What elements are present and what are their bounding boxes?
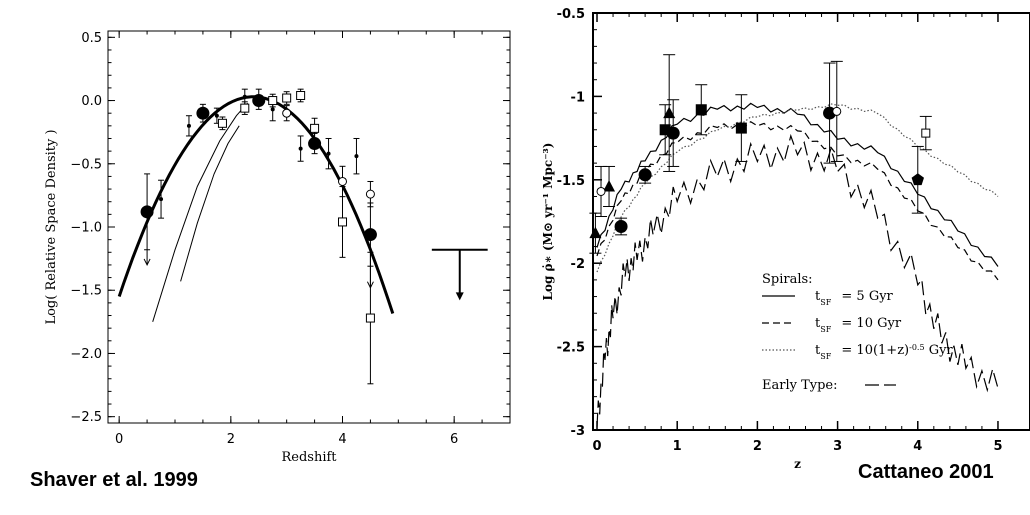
right-plot: -0.5 -1 -1.5 -2 -2.5 -3 0 1 2 3 4 5 z Log ρ̇∗ (M⊙ yr⁻… (541, 7, 1030, 471)
right-x-tick-label: 1 (673, 439, 682, 454)
left-y-tick-label: −1.5 (70, 284, 102, 299)
right-y-tick-label: -3 (571, 424, 585, 439)
data-point (282, 93, 292, 103)
left-y-tick-label: −2.5 (70, 410, 102, 425)
legend-label: tSF = 5 Gyr (815, 289, 894, 307)
right-points-filled-circle (614, 62, 837, 236)
right-x-tick-label: 2 (753, 439, 762, 454)
data-point (614, 220, 628, 234)
data-point (363, 228, 377, 242)
left-y-tick-label: −2.0 (70, 347, 102, 362)
left-y-tick-label: 0.5 (81, 31, 102, 46)
data-point (270, 107, 275, 112)
left-series-filled-circle-large (140, 88, 377, 289)
left-x-tick-label: 0 (115, 432, 123, 447)
right-y-tick-label: -0.5 (557, 7, 585, 22)
right-y-tick-label: -1.5 (557, 174, 585, 189)
data-point (217, 118, 227, 128)
right-x-tick-label: 5 (993, 439, 1002, 454)
legend-title: Spirals: (762, 272, 813, 287)
left-plot: 0.5 0.0 −0.5 −1.0 −1.5 −2.0 −2.5 0 2 4 6 Redshift Lo… (44, 30, 511, 465)
model-line-dashed (596, 120, 999, 281)
legend-label: tSF = 10(1+z)-0.5 Gyr (815, 343, 953, 361)
data-point (603, 179, 616, 192)
right-x-tick-label: 4 (913, 439, 922, 454)
left-y-tick-label: −1.0 (70, 221, 102, 236)
model-line-solid (596, 102, 999, 267)
data-point (921, 128, 931, 138)
right-points-filled-pentagon (911, 145, 924, 214)
limit-arrowhead (455, 292, 464, 301)
data-point (365, 313, 375, 323)
data-point (282, 108, 292, 118)
data-point (663, 106, 676, 119)
data-point (596, 186, 606, 196)
data-point (589, 226, 602, 239)
data-point (308, 137, 322, 151)
data-point (186, 123, 191, 128)
data-point (268, 96, 278, 106)
model-line-long-dash (596, 133, 999, 427)
right-legend: Spirals:tSF = 5 Gyr tSF = 10 Gyr tSF = 10(… (762, 272, 953, 393)
left-x-ticks: 0 2 4 6 (115, 31, 483, 447)
data-point (252, 94, 266, 108)
right-y-tick-label: -1 (571, 90, 585, 105)
left-x-tick-label: 4 (338, 432, 346, 447)
data-point (365, 189, 375, 199)
data-point (338, 217, 347, 227)
data-point (354, 154, 359, 159)
legend-label-early-type: Early Type: (762, 378, 838, 393)
data-point (338, 176, 347, 186)
right-y-tick-label: -2.5 (557, 341, 585, 356)
model-line-dotted (596, 103, 999, 273)
right-credit: Cattaneo 2001 (858, 461, 994, 483)
left-y-tick-label: 0.0 (81, 94, 102, 109)
left-y-tick-label: −0.5 (70, 157, 102, 172)
legend-label: tSF = 10 Gyr (815, 316, 902, 334)
left-y-axis-label: Log( Relative Space Density ) (44, 129, 59, 324)
right-y-ticks: -0.5 -1 -1.5 -2 -2.5 -3 (557, 7, 602, 439)
data-point (911, 173, 924, 186)
left-series-open-square (217, 88, 375, 385)
data-point (159, 197, 164, 202)
right-points-open-square (919, 115, 932, 151)
left-x-axis-label: Redshift (281, 450, 337, 465)
thin-model-curve (180, 125, 240, 282)
data-point (214, 113, 219, 118)
data-point (140, 205, 154, 219)
right-x-tick-label: 0 (592, 439, 601, 454)
data-point (298, 146, 303, 151)
left-credit: Shaver et al. 1999 (30, 469, 198, 491)
right-plot-frame (592, 12, 1030, 431)
upper-limit-arrowhead (143, 258, 151, 267)
right-points-filled-square (659, 84, 748, 162)
right-y-tick-label: -2 (571, 257, 585, 272)
left-plot-frame (107, 30, 511, 424)
left-x-tick-label: 6 (450, 432, 458, 447)
thin-model-curve (152, 102, 248, 322)
data-point (240, 103, 250, 113)
data-point (310, 123, 320, 133)
data-point (326, 151, 331, 156)
left-series-open-circle (282, 105, 375, 208)
right-points-open-circle (595, 60, 843, 217)
data-point (832, 106, 842, 116)
data-point (638, 168, 652, 182)
fit-curve (117, 95, 395, 314)
left-x-tick-label: 2 (227, 432, 235, 447)
right-y-axis-label: Log ρ̇∗ (M⊙ yr⁻¹ Mpc⁻³) (541, 143, 555, 301)
right-x-ticks: 0 1 2 3 4 5 (592, 13, 1002, 454)
data-point (196, 106, 210, 120)
right-points-filled-triangle (589, 54, 676, 254)
data-point (296, 90, 306, 100)
data-point (695, 104, 707, 116)
left-y-ticks: 0.5 0.0 −0.5 −1.0 −1.5 −2.0 −2.5 (70, 31, 510, 425)
right-x-tick-label: 3 (833, 439, 842, 454)
data-point (242, 94, 247, 99)
right-x-axis-label: z (794, 457, 801, 471)
data-point (735, 122, 747, 134)
data-point (659, 124, 671, 136)
